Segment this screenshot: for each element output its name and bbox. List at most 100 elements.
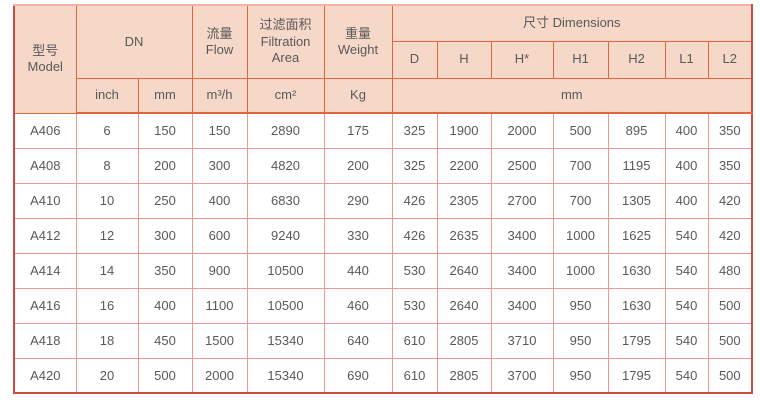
- value-cell: 3400: [490, 217, 554, 254]
- value-cell: 1500: [191, 322, 248, 359]
- value-cell: 12: [75, 217, 139, 254]
- value-cell: 350: [707, 112, 753, 149]
- value-cell: 6830: [246, 182, 325, 219]
- header-dn: DN: [75, 4, 193, 79]
- unit-flow: m³/h: [191, 77, 248, 114]
- value-cell: 900: [191, 252, 248, 289]
- value-cell: 600: [191, 217, 248, 254]
- value-cell: 9240: [246, 217, 325, 254]
- value-cell: 1195: [607, 147, 666, 184]
- value-cell: 426: [391, 217, 438, 254]
- model-cell: A406: [13, 112, 77, 149]
- table-row: A418 18 450 1500 15340 640 610 2805 3710 950 1795 5…: [13, 322, 753, 359]
- model-cell: A410: [13, 182, 77, 219]
- value-cell: 530: [391, 252, 438, 289]
- model-cell: A420: [13, 357, 77, 394]
- header-model: 型号 Model: [13, 4, 77, 114]
- value-cell: 300: [137, 217, 193, 254]
- value-cell: 420: [707, 217, 753, 254]
- spec-table-container: 型号 Model DN 流量 Flow 过滤面积 Filtration Area…: [13, 4, 754, 394]
- value-cell: 1625: [607, 217, 666, 254]
- model-cell: A418: [13, 322, 77, 359]
- value-cell: 325: [391, 147, 438, 184]
- value-cell: 175: [323, 112, 393, 149]
- header-dim-l2: L2: [707, 40, 753, 79]
- value-cell: 2805: [436, 357, 492, 394]
- value-cell: 400: [664, 182, 709, 219]
- value-cell: 950: [552, 287, 609, 324]
- unit-weight: Kg: [323, 77, 393, 114]
- value-cell: 1100: [191, 287, 248, 324]
- value-cell: 1900: [436, 112, 492, 149]
- table-row: A416 16 400 1100 10500 460 530 2640 3400 950 1630 5…: [13, 287, 753, 324]
- header-weight: 重量 Weight: [323, 4, 393, 79]
- value-cell: 350: [137, 252, 193, 289]
- header-dim-h-star: H*: [490, 40, 554, 79]
- value-cell: 250: [137, 182, 193, 219]
- header-filtration-area: 过滤面积 Filtration Area: [246, 4, 325, 79]
- value-cell: 540: [664, 217, 709, 254]
- value-cell: 3700: [490, 357, 554, 394]
- value-cell: 4820: [246, 147, 325, 184]
- value-cell: 16: [75, 287, 139, 324]
- table-row: A408 8 200 300 4820 200 325 2200 2500 700 1195 400 3…: [13, 147, 753, 184]
- value-cell: 6: [75, 112, 139, 149]
- header-dimensions: 尺寸 Dimensions: [391, 4, 753, 42]
- header-dim-l1: L1: [664, 40, 709, 79]
- unit-mm: mm: [137, 77, 193, 114]
- value-cell: 1000: [552, 252, 609, 289]
- value-cell: 950: [552, 322, 609, 359]
- value-cell: 2305: [436, 182, 492, 219]
- value-cell: 15340: [246, 357, 325, 394]
- value-cell: 426: [391, 182, 438, 219]
- value-cell: 540: [664, 252, 709, 289]
- value-cell: 10500: [246, 287, 325, 324]
- spec-table-header: 型号 Model DN 流量 Flow 过滤面积 Filtration Area…: [13, 4, 753, 114]
- value-cell: 500: [707, 287, 753, 324]
- value-cell: 640: [323, 322, 393, 359]
- spec-table-body: A406 6 150 150 2890 175 325 1900 2000 500 895 400 35…: [13, 112, 753, 394]
- unit-inch: inch: [75, 77, 139, 114]
- value-cell: 540: [664, 287, 709, 324]
- value-cell: 18: [75, 322, 139, 359]
- value-cell: 400: [664, 112, 709, 149]
- value-cell: 8: [75, 147, 139, 184]
- value-cell: 150: [191, 112, 248, 149]
- value-cell: 3400: [490, 252, 554, 289]
- value-cell: 500: [707, 322, 753, 359]
- value-cell: 530: [391, 287, 438, 324]
- header-row-units: inch mm m³/h cm² Kg mm: [14, 77, 753, 114]
- value-cell: 2000: [490, 112, 554, 149]
- value-cell: 480: [707, 252, 753, 289]
- value-cell: 700: [552, 182, 609, 219]
- header-dim-h1: H1: [552, 40, 609, 79]
- value-cell: 2700: [490, 182, 554, 219]
- model-cell: A414: [13, 252, 77, 289]
- value-cell: 2500: [490, 147, 554, 184]
- value-cell: 500: [137, 357, 193, 394]
- value-cell: 450: [137, 322, 193, 359]
- value-cell: 20: [75, 357, 139, 394]
- value-cell: 1795: [607, 357, 666, 394]
- spec-table: 型号 Model DN 流量 Flow 过滤面积 Filtration Area…: [13, 4, 754, 394]
- value-cell: 700: [552, 147, 609, 184]
- table-row: A410 10 250 400 6830 290 426 2305 2700 700 1305 400…: [13, 182, 753, 219]
- value-cell: 15340: [246, 322, 325, 359]
- value-cell: 2805: [436, 322, 492, 359]
- value-cell: 2200: [436, 147, 492, 184]
- value-cell: 2000: [191, 357, 248, 394]
- header-row-dimension-columns: D H H* H1 H2 L1 L2: [14, 40, 753, 79]
- value-cell: 2640: [436, 287, 492, 324]
- header-flow: 流量 Flow: [191, 4, 248, 79]
- value-cell: 460: [323, 287, 393, 324]
- table-row: A414 14 350 900 10500 440 530 2640 3400 1000 1630 5…: [13, 252, 753, 289]
- value-cell: 540: [664, 322, 709, 359]
- value-cell: 420: [707, 182, 753, 219]
- header-dim-h2: H2: [607, 40, 666, 79]
- value-cell: 10500: [246, 252, 325, 289]
- model-cell: A416: [13, 287, 77, 324]
- value-cell: 500: [707, 357, 753, 394]
- value-cell: 330: [323, 217, 393, 254]
- value-cell: 1630: [607, 287, 666, 324]
- value-cell: 10: [75, 182, 139, 219]
